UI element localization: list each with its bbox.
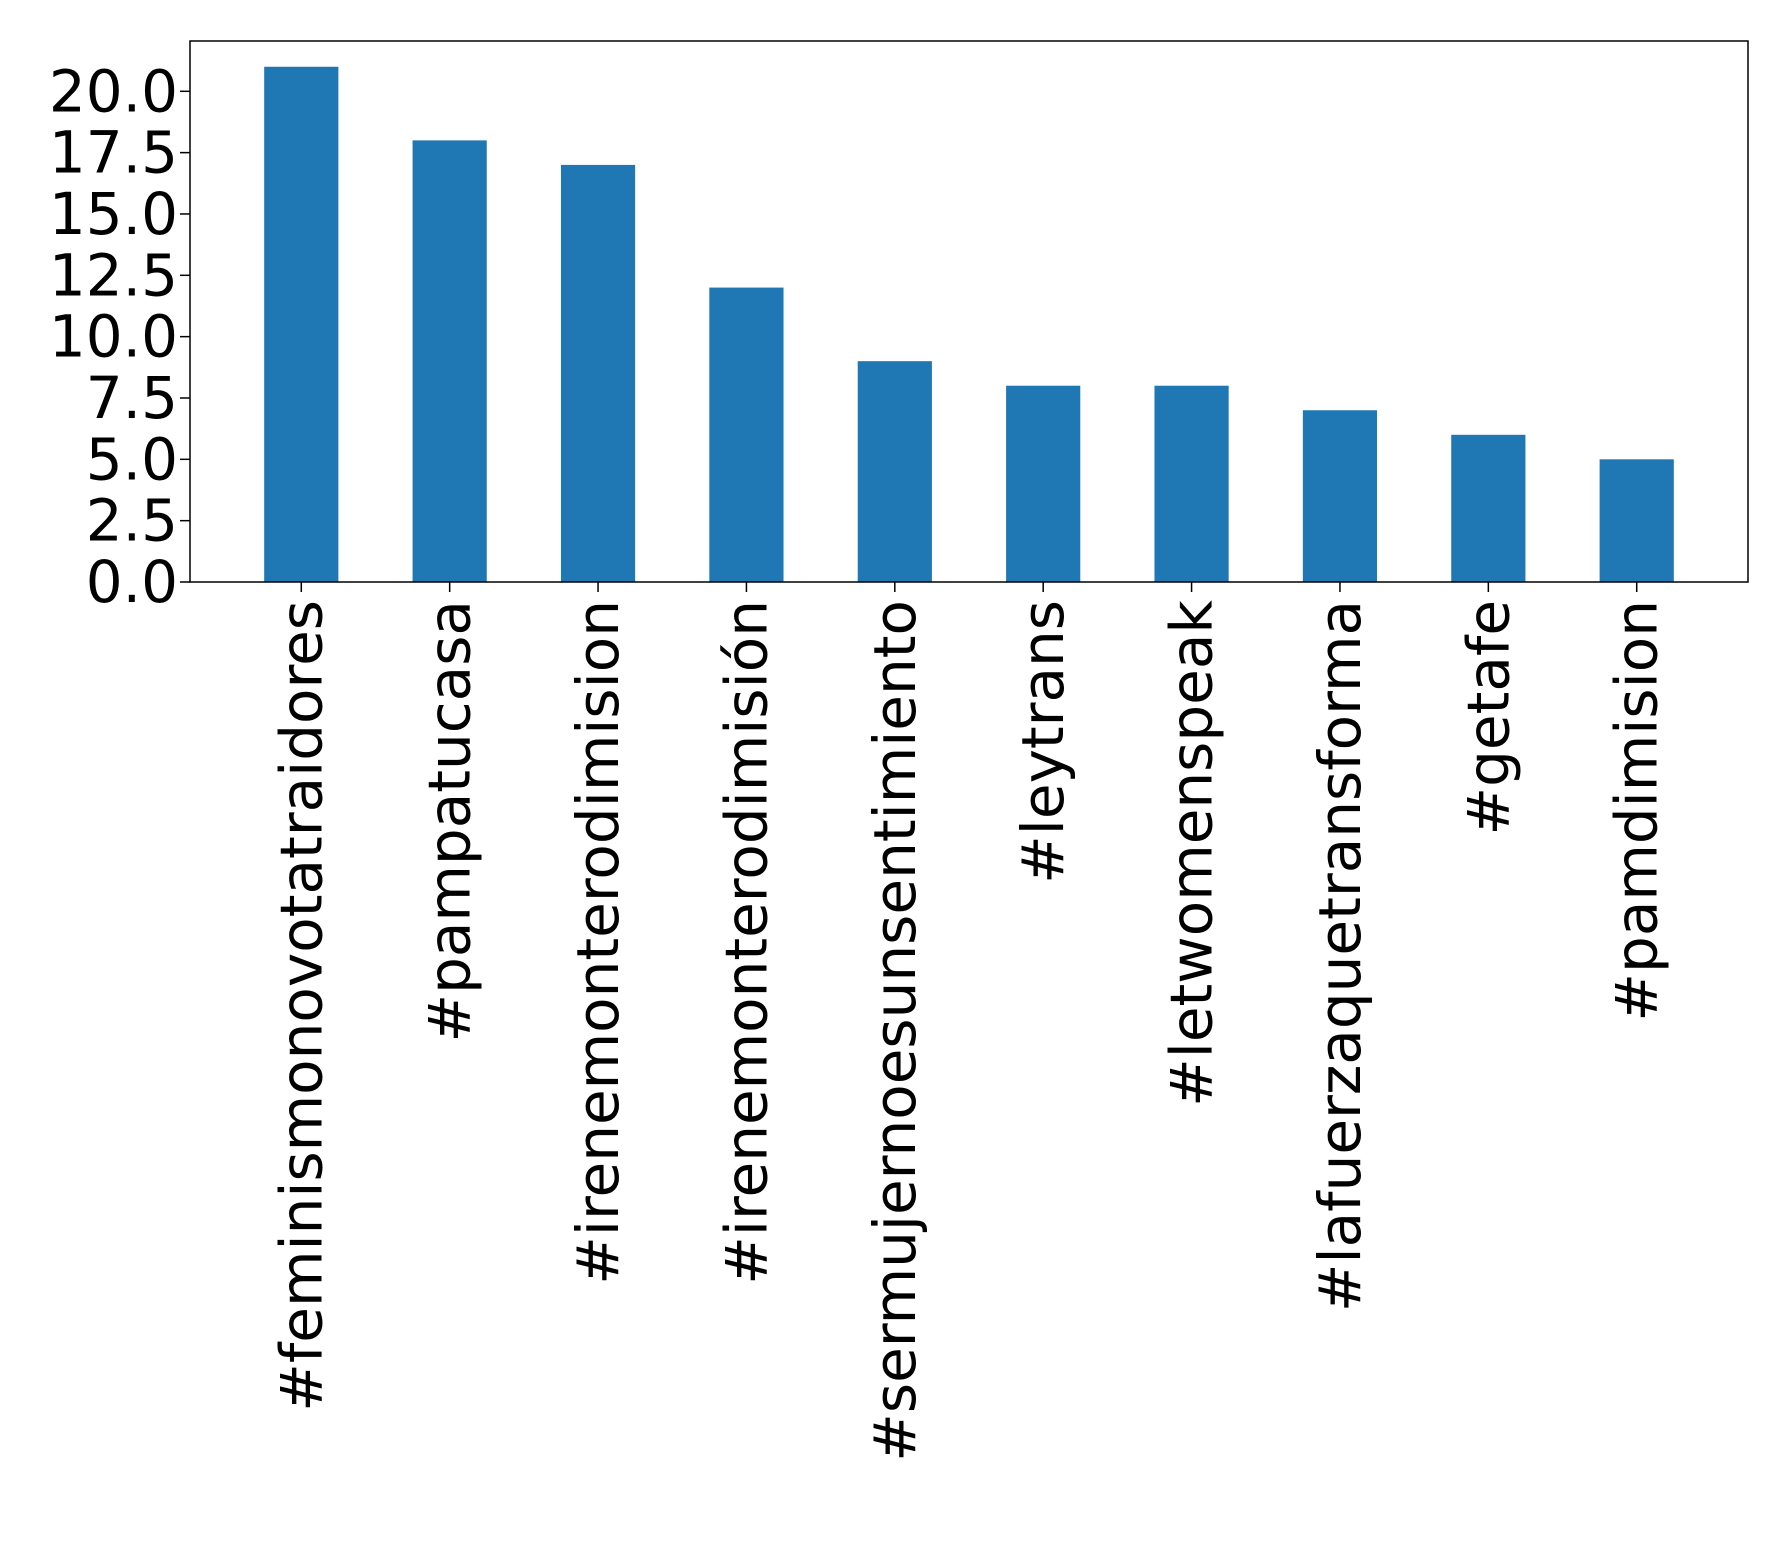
bar-3 [709, 287, 784, 582]
y-tick-label-0: 0.0 [86, 548, 178, 616]
bar-0 [264, 66, 339, 582]
x-tick-label-1: #pampatucasa [416, 600, 484, 1043]
bar-1 [412, 140, 487, 582]
y-tick-label-4: 10.0 [49, 303, 178, 371]
y-tick-label-1: 2.5 [86, 487, 178, 555]
plot-frame [189, 40, 1749, 583]
x-tick-label-9: #pamdimision [1603, 600, 1671, 1022]
x-tick-label-3: #irenemonterodimisión [712, 600, 780, 1285]
y-tick-label-8: 20.0 [49, 57, 178, 125]
x-axis: #feminismonovotatraidores #pampatucasa #ir… [267, 582, 1671, 1462]
y-tick-label-7: 17.5 [49, 119, 178, 187]
bar-6 [1154, 385, 1229, 582]
bars-group [264, 66, 1674, 582]
x-tick-label-0: #feminismonovotatraidores [267, 600, 335, 1412]
y-tick-label-3: 7.5 [86, 364, 178, 432]
x-tick-label-5: #leytrans [1009, 600, 1077, 884]
bar-2 [560, 164, 636, 582]
bar-8 [1451, 434, 1526, 582]
x-tick-label-4: #sermujernoesunsentimiento [861, 600, 929, 1462]
bar-5 [1006, 385, 1081, 582]
bar-9 [1599, 459, 1674, 582]
x-tick-label-7: #lafuerzaquetransforma [1306, 600, 1374, 1312]
y-tick-label-6: 15.0 [49, 180, 178, 248]
x-tick-label-6: #letwomenspeak [1158, 600, 1226, 1107]
bar-4 [857, 361, 932, 582]
y-axis: 0.02.55.07.510.012.515.017.520.0 [49, 57, 190, 616]
x-tick-label-2: #irenemonterodimision [564, 600, 632, 1285]
y-tick-label-2: 5.0 [86, 425, 178, 493]
x-tick-label-8: #getafe [1454, 600, 1522, 835]
bar-7 [1302, 410, 1378, 582]
y-tick-label-5: 12.5 [49, 241, 178, 309]
